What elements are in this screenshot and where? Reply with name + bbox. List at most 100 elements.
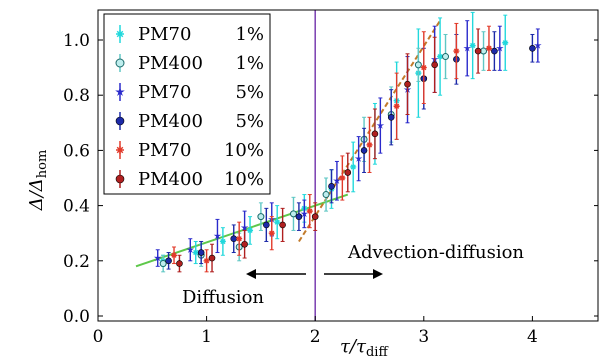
data-point <box>306 208 313 215</box>
data-point <box>469 42 476 49</box>
legend-series-name: PM400 <box>138 111 203 132</box>
legend-marker <box>115 58 125 68</box>
series-pm70-10pct <box>171 22 492 273</box>
data-point <box>339 175 346 181</box>
data-point <box>474 47 482 55</box>
legend-series-name: PM400 <box>138 169 203 190</box>
data-point <box>257 213 265 221</box>
fit-line <box>135 193 349 268</box>
legend-item: PM400 5% <box>115 111 264 132</box>
data-point <box>247 227 254 234</box>
data-point <box>431 61 438 69</box>
legend-marker <box>116 146 124 154</box>
legend-series-pct: 10% <box>224 140 264 161</box>
advection-arrowhead <box>373 269 383 279</box>
data-point <box>480 47 488 55</box>
data-point <box>230 235 238 243</box>
legend: PM70 1% PM400 1% PM70 5% PM400 5% PM70 10% PM400 10… <box>103 13 271 195</box>
legend-series-pct: 1% <box>235 53 264 74</box>
legend-marker <box>115 116 125 126</box>
data-point <box>463 44 471 52</box>
data-point <box>376 121 385 129</box>
x-tick-label: 4 <box>527 327 538 347</box>
data-point <box>485 45 492 52</box>
data-point <box>442 53 450 61</box>
y-tick-label: 0.0 <box>63 307 90 327</box>
y-tick-label: 0.2 <box>63 252 90 272</box>
data-point <box>159 260 167 268</box>
legend-marker <box>116 30 124 38</box>
data-point <box>328 182 335 190</box>
data-point <box>300 209 309 218</box>
y-tick-label: 1.0 <box>63 31 90 51</box>
plot-frame <box>97 9 599 322</box>
legend-items: PM70 1% PM400 1% PM70 5% PM400 5% PM70 10% PM400 10… <box>115 24 264 190</box>
x-tick-label: 3 <box>418 327 429 347</box>
diffusion-arrowhead <box>246 269 256 279</box>
data-point <box>289 210 297 218</box>
data-point <box>360 147 368 154</box>
legend-item: PM400 10% <box>115 169 264 190</box>
data-point <box>354 154 363 162</box>
data-point <box>437 53 444 60</box>
legend-series-pct: 10% <box>224 169 264 190</box>
x-tick-label: 0 <box>93 327 104 347</box>
data-point <box>268 230 275 237</box>
y-tick-label: 0.8 <box>63 86 90 106</box>
data-point <box>171 252 178 259</box>
legend-marker <box>115 87 125 96</box>
legend-marker <box>115 174 125 184</box>
x-axis-label: τ/τdiff <box>340 336 389 360</box>
data-point <box>333 176 341 184</box>
data-point <box>240 223 249 231</box>
legend-item: PM70 5% <box>115 82 264 103</box>
data-point <box>203 257 210 264</box>
legend-series-name: PM70 <box>138 140 191 161</box>
data-point <box>420 64 427 71</box>
data-point <box>213 232 222 240</box>
data-point <box>344 169 352 176</box>
data-point <box>414 61 422 69</box>
y-axis-label-sub: hom <box>35 150 50 179</box>
series-pm400-10pct <box>176 28 482 273</box>
data-point <box>366 141 373 148</box>
data-point <box>186 245 195 253</box>
data-point <box>197 249 205 256</box>
data-point <box>219 238 226 245</box>
data-point <box>453 48 460 55</box>
data-point <box>165 257 172 265</box>
data-point <box>404 80 411 88</box>
data-point <box>241 240 248 248</box>
data-point <box>236 235 243 242</box>
advection-label: Advection-diffusion <box>347 242 524 263</box>
data-point <box>263 221 270 229</box>
data-point <box>371 130 379 138</box>
legend-item: PM400 1% <box>115 53 264 74</box>
plot-layer <box>135 10 542 321</box>
ticks-layer: 0 1 2 3 4 0.0 0.2 0.4 0.6 0.8 1.0 <box>63 31 598 347</box>
y-tick-label: 0.4 <box>63 197 90 217</box>
data-point <box>496 44 504 52</box>
x-tick-label: 2 <box>310 327 321 347</box>
x-axis-label-sub: diff <box>366 345 389 360</box>
legend-series-name: PM70 <box>138 24 191 45</box>
data-point <box>387 113 395 121</box>
data-point <box>322 191 330 199</box>
data-point <box>491 47 498 55</box>
data-point <box>393 103 400 110</box>
data-point <box>502 39 509 46</box>
data-point <box>153 254 162 262</box>
legend-box <box>103 13 271 195</box>
data-point <box>311 213 319 220</box>
data-point <box>176 260 183 267</box>
x-tick-label: 1 <box>201 327 212 347</box>
data-point <box>192 249 199 256</box>
data-point <box>350 163 357 170</box>
y-axis-label: Δ/Δhom <box>26 150 50 212</box>
legend-series-pct: 5% <box>235 111 264 132</box>
legend-item: PM70 10% <box>116 140 264 161</box>
data-point <box>529 44 536 52</box>
annotations: Advection-diffusion Diffusion <box>182 242 524 308</box>
legend-series-pct: 1% <box>235 24 264 45</box>
